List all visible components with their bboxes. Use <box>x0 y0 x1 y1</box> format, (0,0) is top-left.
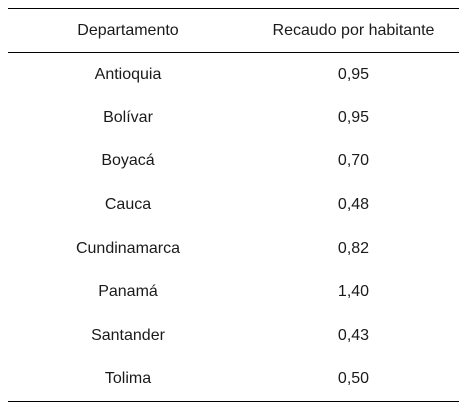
header-row: Departamento Recaudo por habitante <box>8 8 459 53</box>
cell-departamento: Boyacá <box>101 152 155 170</box>
cell-recaudo: 0,82 <box>337 239 370 257</box>
table-header: Departamento Recaudo por habitante <box>8 8 459 53</box>
cell-recaudo: 0,70 <box>337 152 370 170</box>
data-table: Departamento Recaudo por habitante Antio… <box>8 8 459 402</box>
cell-departamento: Panamá <box>98 283 158 301</box>
cell-departamento: Antioquia <box>94 65 162 83</box>
cell-recaudo: 0,50 <box>248 357 459 402</box>
cell-recaudo: 0,95 <box>337 65 370 83</box>
table-row: Santander 0,43 <box>8 314 459 358</box>
header-departamento: Departamento <box>8 8 248 53</box>
table-row: Tolima 0,50 <box>8 357 459 402</box>
data-table-container: Departamento Recaudo por habitante Antio… <box>8 8 459 402</box>
cell-recaudo: 0,95 <box>337 108 370 126</box>
table-row: Panamá 1,40 <box>8 270 459 314</box>
table-body: Antioquia 0,95 Bolívar 0,95 Boyacá 0,70 … <box>8 53 459 402</box>
cell-recaudo: 1,40 <box>337 283 370 301</box>
table-row: Cundinamarca 0,82 <box>8 227 459 271</box>
cell-departamento: Tolima <box>8 357 248 402</box>
cell-departamento: Bolívar <box>103 108 153 126</box>
table-row: Antioquia 0,95 <box>8 53 459 97</box>
header-recaudo: Recaudo por habitante <box>248 8 459 53</box>
cell-recaudo: 0,43 <box>337 326 370 344</box>
table-row: Bolívar 0,95 <box>8 96 459 140</box>
cell-departamento: Santander <box>91 326 165 344</box>
table-row: Cauca 0,48 <box>8 183 459 227</box>
cell-departamento: Cauca <box>104 196 152 214</box>
cell-departamento: Cundinamarca <box>75 239 181 257</box>
table-row: Boyacá 0,70 <box>8 140 459 184</box>
cell-recaudo: 0,48 <box>337 196 370 214</box>
